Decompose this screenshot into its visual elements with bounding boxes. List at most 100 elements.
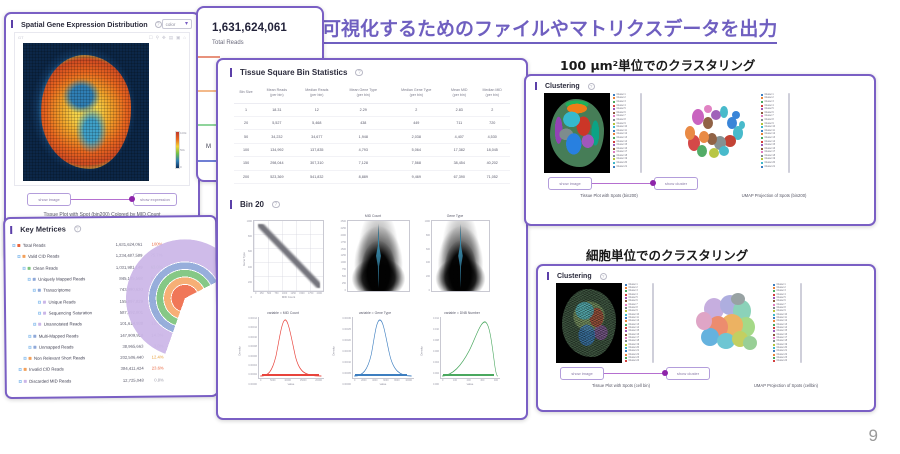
legend-item[interactable]: Cluster 16 — [625, 333, 651, 336]
legend-item[interactable]: Cluster 6 — [773, 300, 799, 303]
legend-item[interactable]: Cluster 8 — [761, 118, 787, 122]
legend-item[interactable]: Cluster 24 — [625, 360, 651, 363]
legend-item[interactable]: Cluster 2 — [761, 97, 787, 101]
legend-scrollbar[interactable] — [640, 93, 642, 173]
legend-item[interactable]: Cluster 19 — [761, 158, 787, 162]
legend-item[interactable]: Cluster 6 — [625, 300, 651, 303]
show-expression-button[interactable]: show expression — [133, 193, 177, 206]
legend-item[interactable]: Cluster 2 — [773, 286, 799, 289]
cluster-legend-right[interactable]: Cluster 1 Cluster 2 Cluster 3 Cluster 4 Clus… — [773, 283, 799, 363]
tissue-cluster-plot-group[interactable]: Cluster 1 Cluster 2 Cluster 3 Cluster 4 Clus… — [556, 283, 654, 363]
legend-item[interactable]: Cluster 7 — [761, 115, 787, 119]
legend-item[interactable]: Cluster 17 — [613, 151, 639, 155]
image-expression-toggle[interactable]: show image show expression — [6, 193, 198, 206]
legend-item[interactable]: Cluster 11 — [613, 129, 639, 133]
legend-item[interactable]: Cluster 1 — [613, 93, 639, 97]
tree-toggle-icon[interactable] — [37, 300, 41, 304]
density-chart-dnb-number[interactable]: variable = DNB Number 0.012 0.010 0.008 0.0… — [420, 310, 500, 386]
density-chart-mid-count[interactable]: variable = MID Count 0.00014 0.00012 0.000… — [238, 310, 324, 386]
legend-item[interactable]: Cluster 4 — [613, 104, 639, 108]
legend-item[interactable]: Cluster 1 — [625, 283, 651, 286]
tree-toggle-icon[interactable] — [28, 345, 32, 349]
legend-item[interactable]: Cluster 14 — [625, 326, 651, 329]
legend-item[interactable]: Cluster 18 — [625, 340, 651, 343]
legend-item[interactable]: Cluster 5 — [773, 296, 799, 299]
tree-toggle-icon[interactable] — [28, 334, 32, 338]
tree-toggle-icon[interactable] — [17, 255, 21, 259]
umap-projection-plot[interactable] — [672, 93, 758, 173]
legend-item[interactable]: Cluster 2 — [625, 286, 651, 289]
legend-item[interactable]: Cluster 17 — [761, 151, 787, 155]
legend-item[interactable]: Cluster 12 — [613, 133, 639, 137]
legend-item[interactable]: Cluster 5 — [625, 296, 651, 299]
legend-item[interactable]: Cluster 17 — [625, 336, 651, 339]
legend-item[interactable]: Cluster 13 — [773, 323, 799, 326]
legend-item[interactable]: Cluster 10 — [773, 313, 799, 316]
legend-item[interactable]: Cluster 20 — [761, 161, 787, 165]
legend-scrollbar[interactable] — [652, 283, 654, 363]
legend-item[interactable]: Cluster 17 — [773, 336, 799, 339]
umap-plot-group[interactable]: Cluster 1 Cluster 2 Cluster 3 Cluster 4 Clus… — [672, 93, 790, 173]
legend-item[interactable]: Cluster 18 — [773, 340, 799, 343]
legend-item[interactable]: Cluster 15 — [625, 330, 651, 333]
tree-toggle-icon[interactable] — [12, 244, 16, 248]
violin-chart-gene-type[interactable]: Gene Type 1000 800 600 400 200 0 — [420, 213, 490, 299]
autoscale-icon[interactable]: ▣ — [176, 35, 181, 40]
clustering-toggle-row[interactable]: show image show cluster — [560, 367, 874, 380]
legend-item[interactable]: Cluster 10 — [761, 125, 787, 129]
legend-item[interactable]: Cluster 8 — [625, 306, 651, 309]
legend-item[interactable]: Cluster 18 — [761, 154, 787, 158]
legend-item[interactable]: Cluster 2 — [613, 97, 639, 101]
tree-toggle-icon[interactable] — [27, 277, 31, 281]
density-chart-gene-type[interactable]: variable = Gene Type 0.00030 0.00025 0.000… — [332, 310, 414, 386]
show-image-button[interactable]: show image — [548, 177, 592, 190]
legend-item[interactable]: Cluster 15 — [761, 143, 787, 147]
violin-chart-mid-count[interactable]: MID Count 2500 2250 2000 1750 1500 1250 1000 75… — [336, 213, 410, 299]
legend-item[interactable]: Cluster 19 — [613, 158, 639, 162]
legend-item[interactable]: Cluster 9 — [613, 122, 639, 126]
legend-item[interactable]: Cluster 15 — [773, 330, 799, 333]
legend-item[interactable]: Cluster 9 — [761, 122, 787, 126]
legend-item[interactable]: Cluster 1 — [761, 93, 787, 97]
legend-item[interactable]: Cluster 3 — [613, 100, 639, 104]
tissue-cluster-plot[interactable] — [556, 283, 622, 363]
legend-item[interactable]: Cluster 18 — [613, 154, 639, 158]
legend-item[interactable]: Cluster 4 — [761, 104, 787, 108]
legend-item[interactable]: Cluster 16 — [613, 147, 639, 151]
zoom-icon[interactable]: ⚲ — [155, 35, 159, 40]
show-image-button[interactable]: show image — [27, 193, 71, 206]
legend-item[interactable]: Cluster 3 — [773, 290, 799, 293]
legend-item[interactable]: Cluster 7 — [625, 303, 651, 306]
legend-item[interactable]: Cluster 10 — [613, 125, 639, 129]
toggle-slider-knob[interactable] — [662, 370, 668, 377]
legend-item[interactable]: Cluster 6 — [613, 111, 639, 115]
cluster-legend-left[interactable]: Cluster 1 Cluster 2 Cluster 3 Cluster 4 Clus… — [613, 93, 639, 173]
legend-item[interactable]: Cluster 3 — [625, 290, 651, 293]
legend-item[interactable]: Cluster 14 — [761, 140, 787, 144]
tissue-cluster-plot[interactable] — [544, 93, 610, 173]
legend-item[interactable]: Cluster 9 — [625, 310, 651, 313]
legend-item[interactable]: Cluster 5 — [613, 107, 639, 111]
legend-item[interactable]: Cluster 4 — [625, 293, 651, 296]
legend-item[interactable]: Cluster 7 — [773, 303, 799, 306]
legend-item[interactable]: Cluster 13 — [761, 136, 787, 140]
legend-item[interactable]: Cluster 19 — [773, 343, 799, 346]
spatial-plot-area[interactable]: GT ☐ ⚲ ✥ ▤ ▣ ⌂ 100k 50k 0 — [14, 32, 190, 186]
legend-item[interactable]: Cluster 15 — [613, 143, 639, 147]
legend-item[interactable]: Cluster 10 — [625, 313, 651, 316]
help-icon[interactable]: ? — [73, 225, 81, 233]
legend-item[interactable]: Cluster 14 — [613, 140, 639, 144]
legend-item[interactable]: Cluster 23 — [625, 356, 651, 359]
legend-item[interactable]: Cluster 13 — [613, 136, 639, 140]
tissue-cluster-plot-group[interactable]: Cluster 1 Cluster 2 Cluster 3 Cluster 4 Clus… — [544, 93, 642, 173]
show-image-button[interactable]: show image — [560, 367, 604, 380]
legend-item[interactable]: Cluster 12 — [773, 320, 799, 323]
help-icon[interactable]: ? — [355, 68, 363, 77]
toggle-slider-track[interactable] — [71, 196, 135, 203]
legend-item[interactable]: Cluster 22 — [773, 353, 799, 356]
legend-item[interactable]: Cluster 21 — [761, 165, 787, 169]
camera-icon[interactable]: ☐ — [148, 35, 153, 40]
legend-item[interactable]: Cluster 9 — [773, 310, 799, 313]
plot-toolbar[interactable]: ☐ ⚲ ✥ ▤ ▣ ⌂ — [149, 35, 186, 41]
legend-item[interactable]: Cluster 14 — [773, 326, 799, 329]
